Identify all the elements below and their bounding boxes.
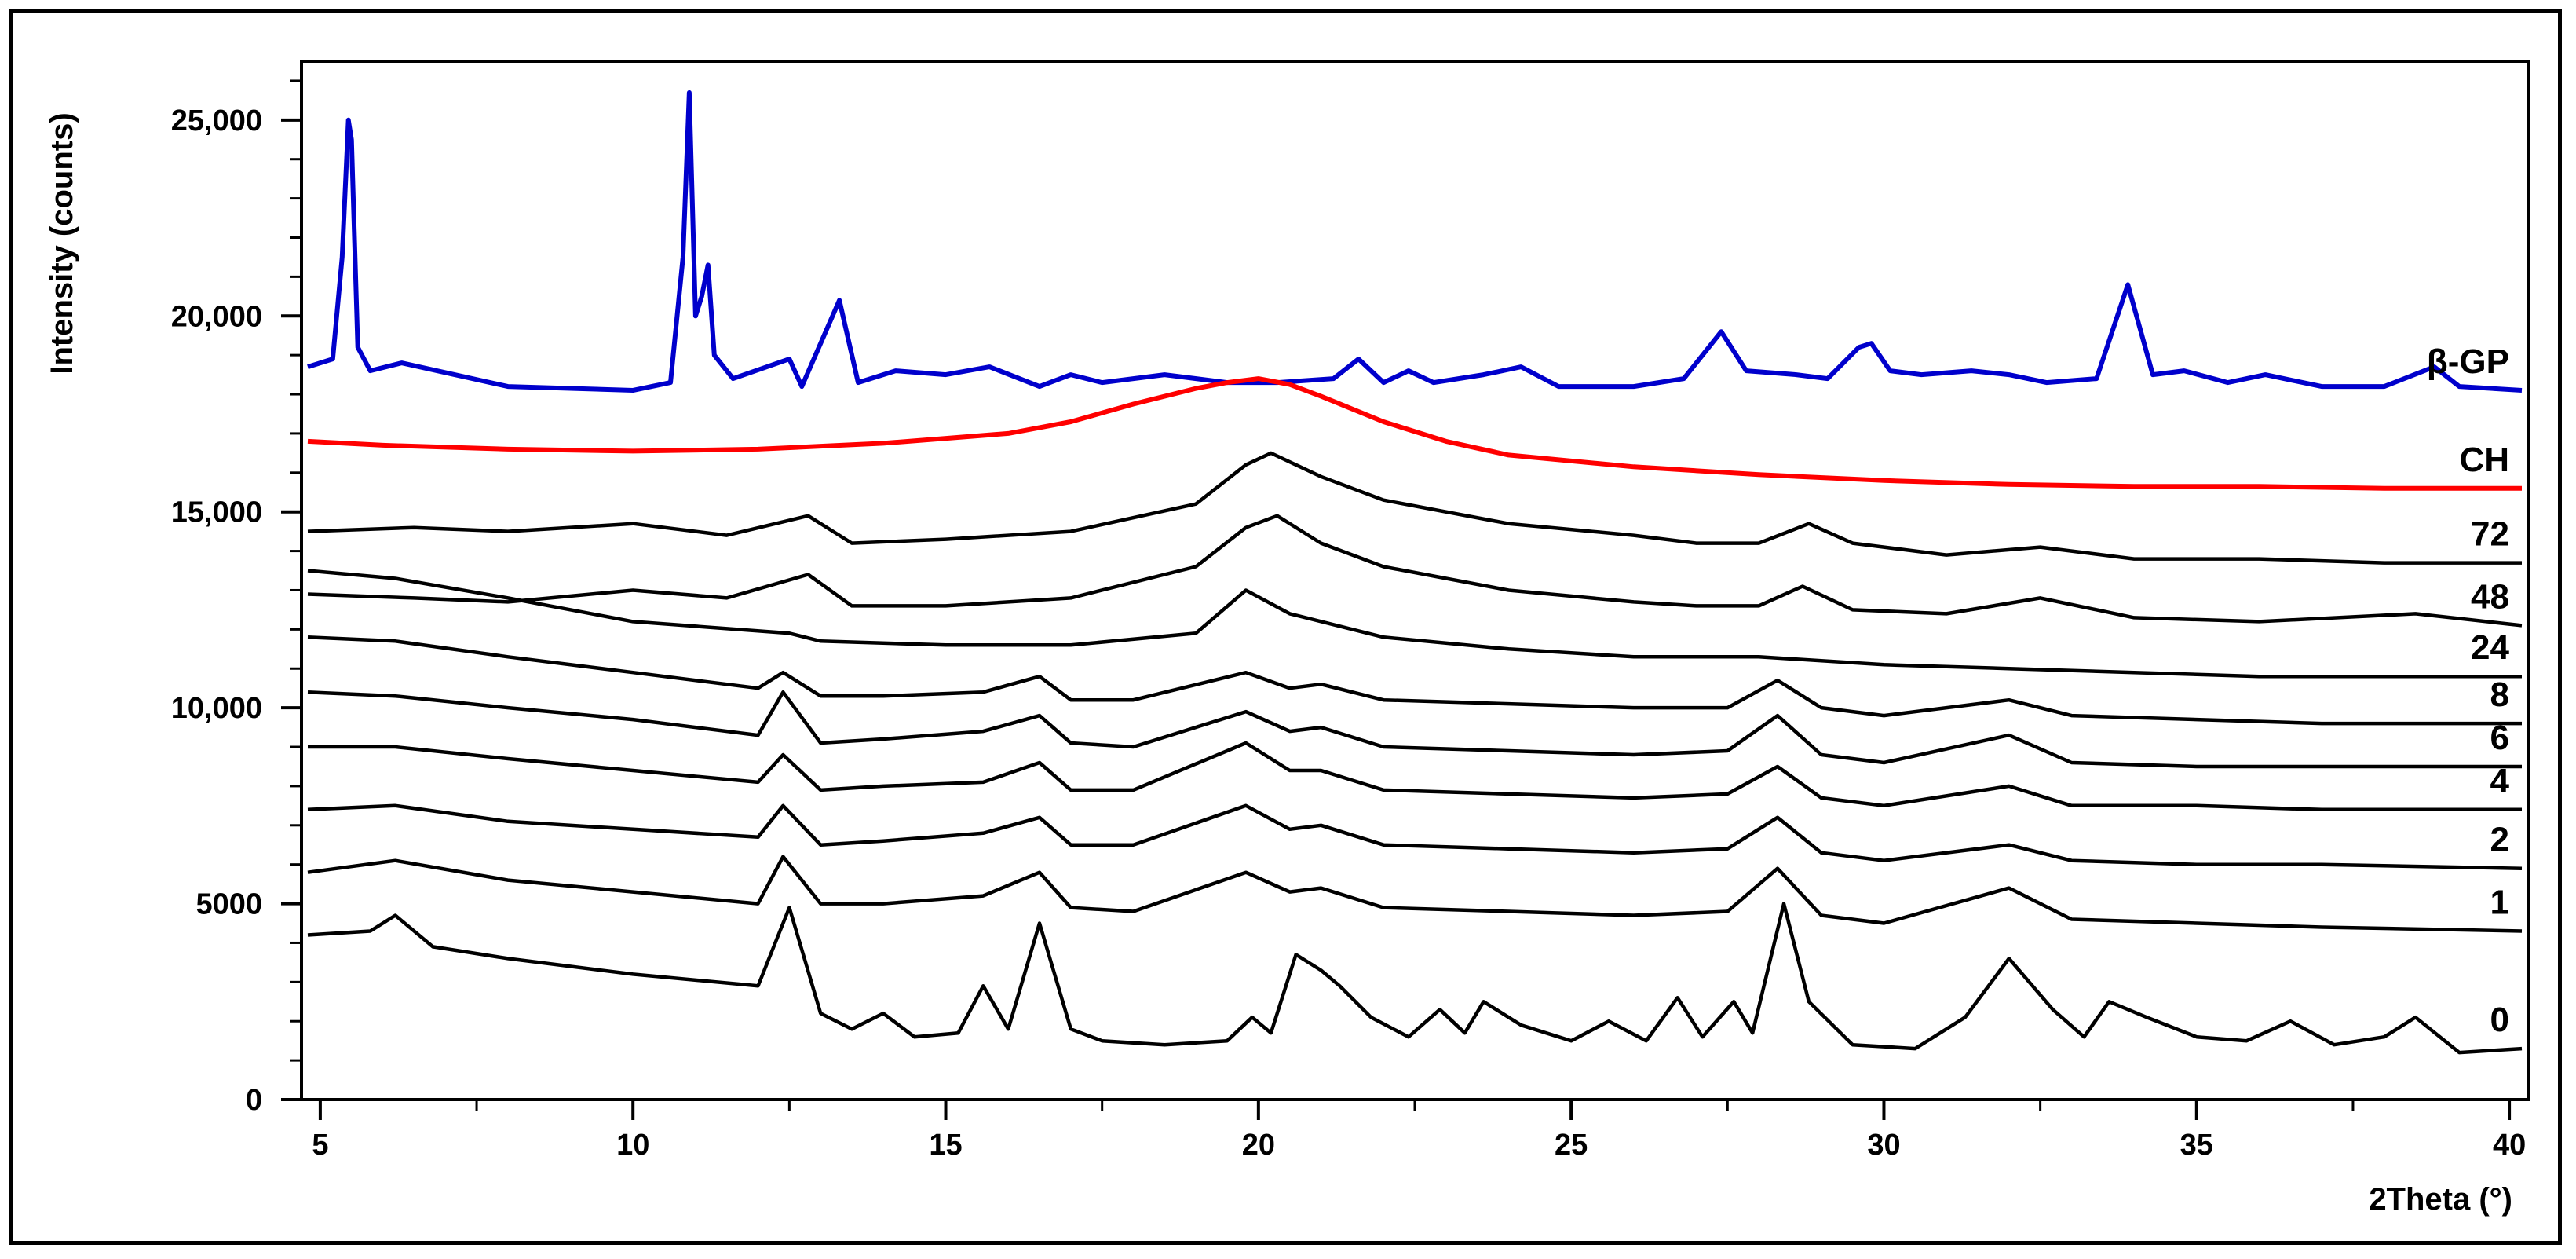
x-tick-label: 15 — [929, 1129, 962, 1162]
series-group — [307, 90, 2523, 1055]
series-line — [307, 451, 2522, 565]
series-line — [307, 90, 2523, 393]
series-label: 2 — [2490, 821, 2509, 859]
x-tick-label: 20 — [1242, 1129, 1275, 1162]
series-line — [307, 690, 2522, 769]
series-label: CH — [2459, 441, 2509, 479]
series-line — [307, 803, 2523, 870]
series-label: 8 — [2490, 675, 2509, 714]
series-label: β-GP — [2427, 342, 2509, 381]
series-label: 48 — [2471, 577, 2509, 616]
y-tick-label: 0 — [246, 1084, 262, 1117]
x-tick-label: 35 — [2180, 1129, 2213, 1162]
series-labels: β-GP CH 72 48 24 8 6 4 2 1 0 — [2427, 342, 2510, 1039]
series-line — [307, 902, 2523, 1055]
series-line — [307, 635, 2522, 726]
series-line — [307, 855, 2523, 933]
series-label: 72 — [2471, 515, 2509, 554]
x-tick-label: 30 — [1867, 1129, 1900, 1162]
y-axis-title: Intensity (counts) — [45, 112, 79, 374]
x-tick-label: 25 — [1555, 1129, 1588, 1162]
y-tick-label: 15,000 — [171, 496, 262, 529]
y-tick-label: 25,000 — [171, 104, 262, 137]
y-tick-label: 10,000 — [171, 692, 262, 725]
y-tick-label: 20,000 — [171, 300, 262, 333]
series-label: 4 — [2490, 762, 2510, 800]
series-line — [307, 569, 2522, 679]
x-tick-label: 40 — [2493, 1129, 2526, 1162]
series-label: 24 — [2471, 628, 2509, 667]
x-tick-label: 10 — [616, 1129, 649, 1162]
series-label: 6 — [2490, 719, 2509, 757]
figure-frame — [9, 9, 2562, 1245]
y-tick-label: 5000 — [195, 888, 262, 921]
series-label: 1 — [2490, 883, 2509, 921]
series-line — [307, 376, 2522, 491]
axis-ticks: 5 10 15 20 25 30 35 400500010,00015,00020,00025… — [171, 79, 2526, 1162]
x-tick-label: 5 — [312, 1129, 328, 1162]
x-axis-title: 2Theta (°) — [2369, 1182, 2512, 1217]
series-line — [307, 514, 2523, 628]
plot-area — [300, 60, 2530, 1101]
series-line — [308, 741, 2522, 812]
series-label: 0 — [2490, 1001, 2509, 1039]
